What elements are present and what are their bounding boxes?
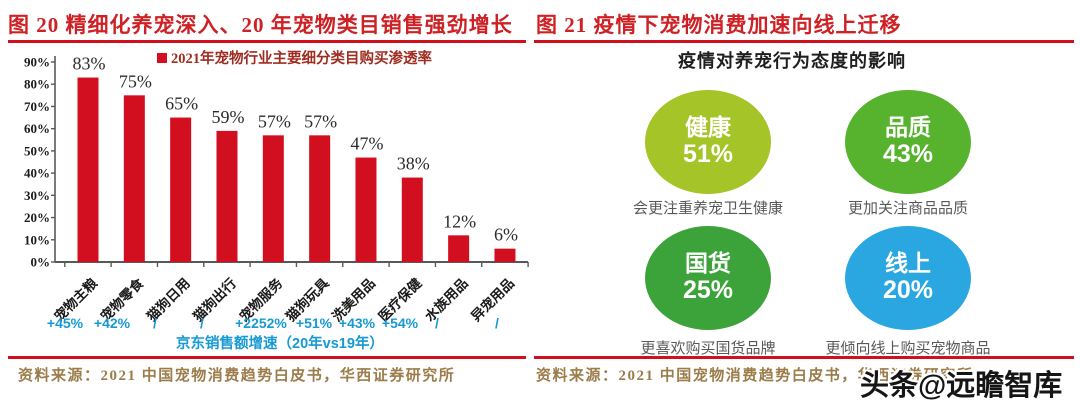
source-topline-left (8, 356, 526, 359)
growth-value: / (153, 315, 157, 331)
growth-value: / (495, 315, 499, 331)
y-tick-label: 50% (24, 143, 50, 158)
figure-21-title: 图 21 疫情下宠物消费加速向线上迁移 (536, 13, 902, 37)
bar (77, 77, 99, 262)
y-tick-label: 30% (24, 188, 50, 203)
growth-value: +51% (296, 315, 333, 331)
category-label: 异宠用品 (468, 275, 517, 324)
bar-value-label: 75% (119, 71, 152, 91)
bubble-online: 线上 20% (845, 226, 971, 330)
bubble-quality-label: 品质 (885, 113, 931, 140)
source-topline-right (534, 356, 1074, 359)
y-tick-label: 60% (24, 121, 50, 136)
bar-value-label: 47% (350, 134, 383, 154)
y-tick-label: 0% (31, 255, 51, 270)
y-tick-label: 40% (24, 166, 50, 181)
bar (170, 117, 192, 262)
bubble-quality: 品质 43% (845, 90, 971, 194)
y-tick-label: 90% (24, 55, 50, 70)
bubble-domestic-caption: 更喜欢购买国货品牌 (640, 340, 776, 357)
bar-value-label: 12% (443, 211, 476, 231)
source-right: 资料来源：2021 中国宠物消费趋势白皮书，华西证券研究所 (536, 368, 974, 384)
bubble-domestic: 国货 25% (645, 226, 771, 330)
growth-value: +45% (47, 315, 84, 331)
figure-20-title: 图 20 精细化养宠深入、20 年宠物类目销售强劲增长 (8, 13, 513, 37)
title-underline-right (534, 40, 1074, 43)
category-label: 猫狗出行 (190, 274, 240, 324)
bubble-domestic-value: 25% (682, 276, 734, 305)
bar (262, 135, 284, 262)
bar (216, 130, 238, 262)
y-tick-label: 10% (24, 232, 50, 247)
source-left: 资料来源：2021 中国宠物消费趋势白皮书，华西证券研究所 (18, 368, 456, 384)
bubble-chart-title: 疫情对养宠行为态度的影响 (678, 51, 906, 71)
growth-value: +54% (382, 315, 419, 331)
bubble-domestic-label: 国货 (685, 249, 731, 276)
category-label: 猫狗日用 (143, 275, 192, 324)
growth-caption: 京东销售额增速（20年vs19年） (176, 334, 384, 352)
bubble-online-label: 线上 (885, 249, 931, 276)
category-label: 水族用品 (421, 275, 470, 324)
y-tick-label: 70% (24, 99, 50, 114)
growth-value: +43% (339, 315, 376, 331)
bar (123, 95, 145, 262)
bar-value-label: 83% (73, 54, 106, 74)
bar-value-label: 57% (258, 111, 291, 131)
bar (355, 157, 377, 262)
legend-marker (157, 53, 167, 63)
growth-value: / (200, 315, 204, 331)
bar-value-label: 38% (397, 154, 430, 174)
y-tick-label: 20% (24, 210, 50, 225)
bubble-online-caption: 更倾向线上购买宠物商品 (825, 340, 991, 357)
bar (309, 135, 331, 262)
title-underline-left (8, 40, 526, 43)
bubble-quality-value: 43% (882, 140, 934, 169)
bar-value-label: 59% (211, 107, 244, 127)
bubble-health-label: 健康 (685, 113, 731, 140)
bubble-online-value: 20% (882, 276, 934, 305)
bar (494, 248, 516, 262)
bar-value-label: 65% (165, 94, 198, 114)
legend-label: 2021年宠物行业主要细分类目购买渗透率 (171, 49, 432, 67)
growth-value: +2252% (235, 315, 287, 331)
bubble-quality-caption: 更加关注商品品质 (847, 200, 968, 217)
growth-value: +42% (94, 315, 131, 331)
penetration-bar-chart: 2021年宠物行业主要细分类目购买渗透率 0% 10% 20% 30% 40% 50% 60%… (24, 49, 529, 352)
watermark: 头条@远瞻智库 (860, 370, 1063, 402)
bar-value-label: 6% (494, 225, 518, 245)
bar (448, 235, 470, 262)
bubble-health: 健康 51% (645, 90, 771, 194)
bar (401, 177, 423, 262)
growth-value: / (435, 315, 439, 331)
bubble-health-caption: 会更注重养宠卫生健康 (632, 200, 783, 217)
bar-value-label: 57% (304, 111, 337, 131)
y-tick-label: 80% (24, 77, 50, 92)
bubble-health-value: 51% (682, 140, 734, 169)
